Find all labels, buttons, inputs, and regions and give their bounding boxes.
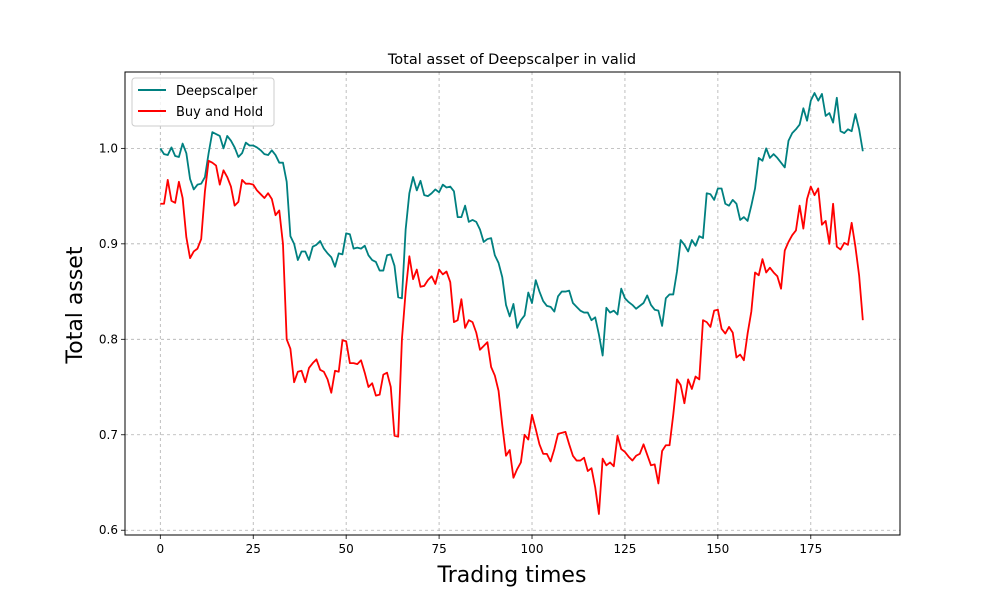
chart-title: Total asset of Deepscalper in valid [387,52,636,68]
x-tick-label: 50 [339,542,354,556]
legend: Deepscalper Buy and Hold [131,77,275,127]
y-tick-label: 0.6 [99,523,118,537]
y-tick-label: 0.8 [99,332,118,346]
y-tick-label: 1.0 [99,141,118,155]
legend-label-buy-and-hold: Buy and Hold [176,105,263,120]
legend-box [131,77,275,127]
x-tick-label: 75 [431,542,446,556]
legend-label-deepscalper: Deepscalper [176,84,258,99]
grid-lines [125,72,900,535]
y-tick-label: 0.9 [99,237,118,251]
x-tick-label: 150 [706,542,729,556]
y-axis-title: Total asset [63,246,88,364]
x-axis-title: Trading times [437,563,587,588]
x-tick-label: 25 [246,542,261,556]
x-tick-label: 100 [521,542,544,556]
series-line-deepscalper [159,92,864,357]
axis-ticks: 0 25 50 75 100 125 150 175 0.6 0.7 0.8 0.9 1.0 [99,141,822,556]
plot-frame [124,71,901,536]
plot-area [125,72,900,535]
series-lines [159,92,864,515]
y-tick-label: 0.7 [99,428,118,442]
x-tick-label: 125 [613,542,636,556]
series-line-buy-and-hold [160,159,864,515]
x-tick-label: 175 [799,542,822,556]
x-tick-label: 0 [156,542,164,556]
